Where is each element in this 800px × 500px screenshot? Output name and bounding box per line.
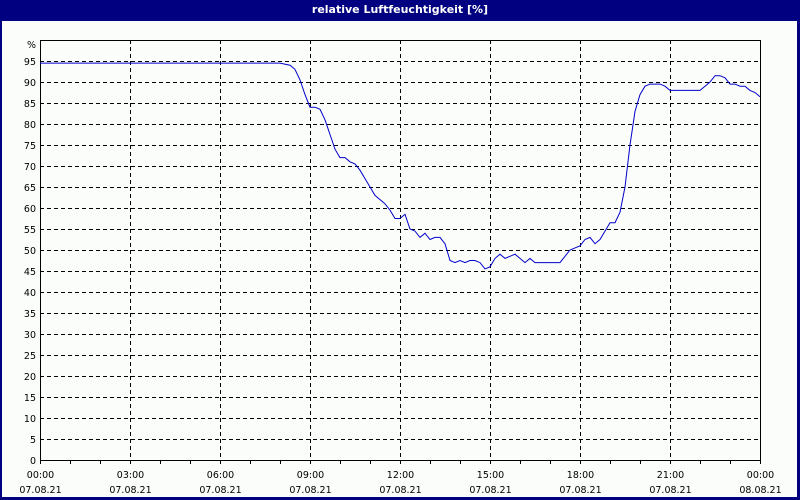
- y-tick-label: 70: [24, 162, 36, 173]
- y-tick-label: 80: [24, 120, 36, 131]
- chart-title: relative Luftfeuchtigkeit [%]: [311, 3, 489, 16]
- y-tick-label: 90: [24, 78, 36, 89]
- y-tick-label: 95: [24, 57, 36, 68]
- x-tick-time: 09:00: [297, 470, 324, 481]
- x-tick-date: 07.08.21: [379, 485, 421, 496]
- x-tick-date: 08.08.21: [739, 485, 781, 496]
- x-tick-time: 18:00: [567, 470, 594, 481]
- x-tick-time: 15:00: [477, 470, 504, 481]
- x-tick-time: 00:00: [747, 470, 774, 481]
- y-tick-label: 35: [24, 309, 36, 320]
- y-tick-label: 45: [24, 267, 36, 278]
- x-tick-time: 06:00: [207, 470, 234, 481]
- y-tick-label: 15: [24, 393, 36, 404]
- x-tick-time: 03:00: [117, 470, 144, 481]
- y-tick-label: 10: [24, 414, 36, 425]
- x-tick-date: 07.08.21: [559, 485, 601, 496]
- y-tick-label: 30: [24, 330, 36, 341]
- x-tick-date: 07.08.21: [469, 485, 511, 496]
- x-tick-time: 00:00: [27, 470, 54, 481]
- humidity-series-line: [40, 62, 761, 270]
- y-tick-label: 40: [24, 288, 36, 299]
- y-axis-labels: 0 5 10 15 20 25 30 35 40 45 50 55 60 65 70 75 80 85 90 95%: [24, 40, 36, 467]
- y-tick-label: 50: [24, 246, 36, 257]
- chart-panel: [2, 21, 797, 497]
- x-axis-labels: 00:00 07.08.21 03:00 07.08.21 06:00 07.08.21 0…: [19, 470, 781, 496]
- x-tick-date: 07.08.21: [289, 485, 331, 496]
- y-unit-label: %: [27, 40, 36, 51]
- y-tick-label: 85: [24, 99, 36, 110]
- y-tick-label: 60: [24, 204, 36, 215]
- y-tick-label: 25: [24, 351, 36, 362]
- y-tick-label: 55: [24, 225, 36, 236]
- axes: [40, 40, 761, 464]
- x-tick-time: 21:00: [657, 470, 684, 481]
- x-tick-date: 07.08.21: [19, 485, 61, 496]
- y-tick-label: 0: [30, 456, 36, 467]
- y-tick-label: 5: [30, 435, 36, 446]
- x-tick-date: 07.08.21: [199, 485, 241, 496]
- y-tick-label: 75: [24, 141, 36, 152]
- x-tick-date: 07.08.21: [109, 485, 151, 496]
- grid-lines: [40, 40, 760, 460]
- x-tick-date: 07.08.21: [649, 485, 691, 496]
- x-tick-time: 12:00: [387, 470, 414, 481]
- y-tick-label: 65: [24, 183, 36, 194]
- y-tick-label: 20: [24, 372, 36, 383]
